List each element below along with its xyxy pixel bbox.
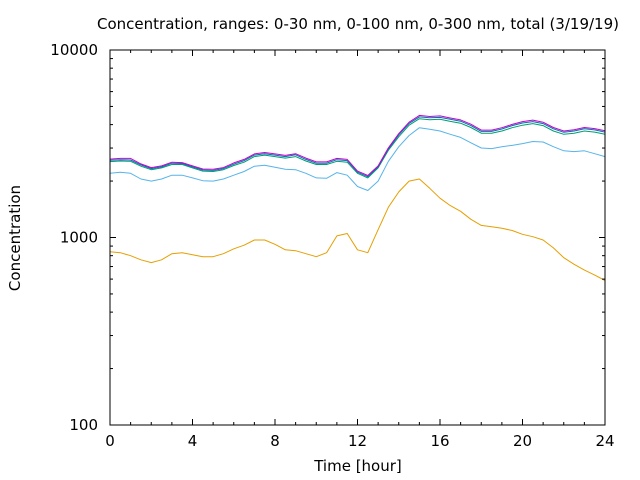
tick-labels: 0 4 8 12 16 20 24 100 1000 10000 <box>50 41 614 450</box>
series-line-1 <box>109 178 606 281</box>
y-axis-label: Concentration <box>6 185 24 291</box>
y-tick-label-1000: 1000 <box>60 229 98 247</box>
series-line-4 <box>109 116 606 178</box>
x-tick-label-24: 24 <box>595 432 614 450</box>
series-line-5 <box>109 114 606 176</box>
y-tick-label-100: 100 <box>69 416 98 434</box>
x-tick-label-12: 12 <box>348 432 367 450</box>
plot-frame <box>109 49 606 426</box>
x-tick-label-8: 8 <box>270 432 280 450</box>
series-line-3 <box>109 118 606 179</box>
series-line-2 <box>109 127 606 191</box>
x-axis-label: Time [hour] <box>313 457 402 475</box>
x-tick-label-16: 16 <box>430 432 449 450</box>
x-tick-label-20: 20 <box>513 432 532 450</box>
x-tick-label-4: 4 <box>188 432 198 450</box>
chart-title: Concentration, ranges: 0-30 nm, 0-100 nm… <box>97 15 619 33</box>
x-tick-label-0: 0 <box>105 432 115 450</box>
axis-ticks <box>109 49 606 426</box>
y-tick-label-10000: 10000 <box>50 41 98 59</box>
plot-area <box>109 114 606 281</box>
